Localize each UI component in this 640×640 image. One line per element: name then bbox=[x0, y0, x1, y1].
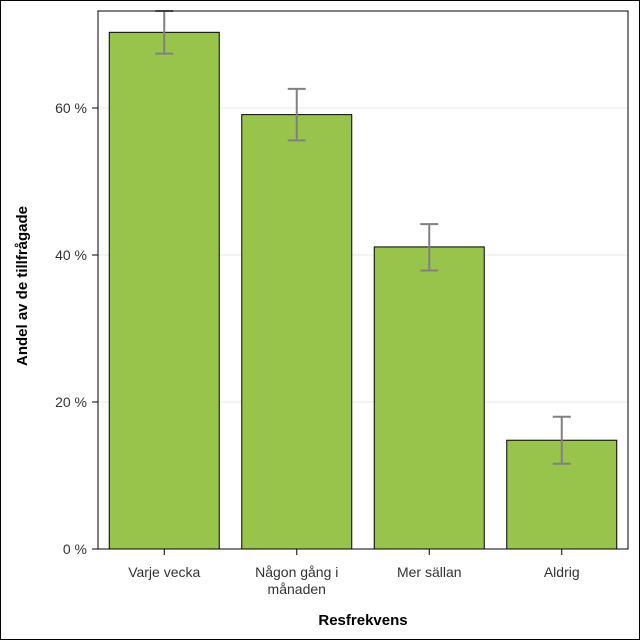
x-axis: Varje vecka Någon gång i månaden Mer sällan… bbox=[128, 549, 580, 597]
bar bbox=[241, 114, 353, 550]
x-axis-title: Resfrekvens bbox=[318, 612, 407, 629]
error-bars bbox=[155, 10, 571, 465]
x-tick-label: Varje vecka bbox=[128, 564, 200, 580]
y-tick-label: 40 % bbox=[55, 247, 87, 263]
bar bbox=[108, 31, 220, 550]
y-axis: 0 % 20 % 40 % 60 % bbox=[55, 100, 98, 557]
y-axis-title: Andel av de tillfrågade bbox=[14, 206, 31, 366]
y-tick-label: 0 % bbox=[63, 541, 87, 557]
bar bbox=[373, 246, 485, 550]
x-tick-label: Någon gång i månaden bbox=[255, 564, 338, 597]
plot-frame bbox=[97, 10, 629, 550]
y-tick-label: 20 % bbox=[55, 394, 87, 410]
y-tick-label: 60 % bbox=[55, 100, 87, 116]
bars bbox=[108, 31, 618, 550]
x-tick-label: Aldrig bbox=[544, 564, 580, 580]
x-tick-label: Mer sällan bbox=[397, 564, 462, 580]
